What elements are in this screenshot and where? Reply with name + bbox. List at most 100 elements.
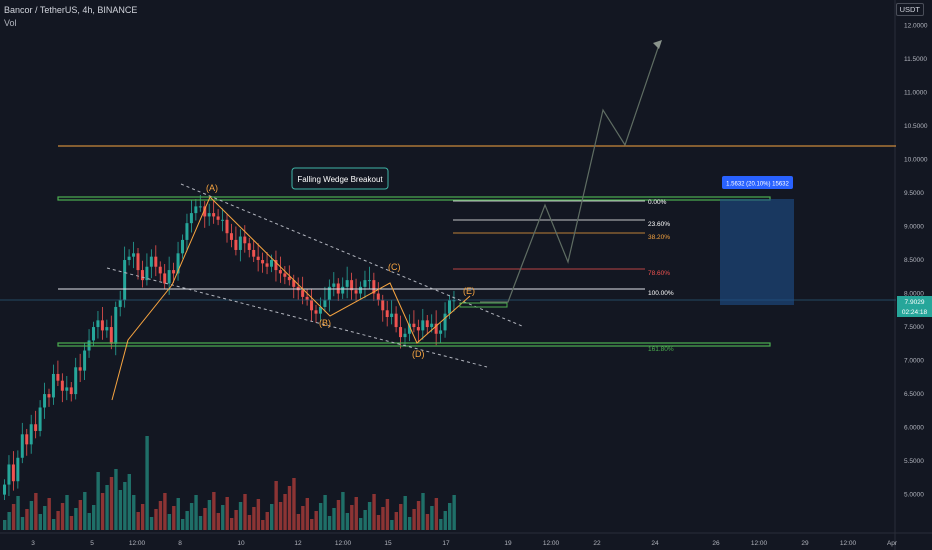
- candle-body: [416, 327, 420, 331]
- candle-body: [43, 394, 47, 408]
- volume-bar: [123, 482, 127, 530]
- time-tick-label: 19: [504, 540, 512, 547]
- candle-body: [221, 219, 225, 221]
- candle-body: [243, 236, 247, 244]
- candle-body: [163, 273, 167, 284]
- currency-badge[interactable]: USDT: [895, 3, 924, 16]
- candle-body: [310, 300, 314, 311]
- candle-body: [25, 434, 29, 445]
- volume-bar: [100, 493, 105, 530]
- candle-body: [425, 320, 429, 328]
- wave-path[interactable]: [111, 196, 471, 401]
- title-box[interactable]: [291, 167, 389, 190]
- time-tick-label: 5: [90, 540, 94, 547]
- volume-bar: [140, 504, 145, 530]
- candlesticks: [3, 195, 456, 500]
- time-tick-label: 12:00: [543, 540, 560, 547]
- price-tick-label: 7.5000: [904, 324, 924, 331]
- volume-bar: [416, 501, 421, 530]
- price-tick-label: 6.0000: [904, 425, 924, 432]
- price-axis[interactable]: 12.0000 11.5000 11.0000 10.5000 10.0000 9.500…: [904, 22, 928, 498]
- candle-body: [359, 286, 362, 294]
- time-tick-label: 12:00: [751, 540, 768, 547]
- price-range-box[interactable]: [720, 199, 794, 305]
- time-tick-label: Apr: [887, 540, 898, 547]
- support-zone[interactable]: [57, 342, 771, 347]
- candle-body: [229, 233, 233, 240]
- fib-label-786: 78.60%: [648, 270, 670, 277]
- wave-label-c: (C): [388, 262, 401, 272]
- volume-bar: [292, 478, 296, 530]
- volume-bar: [11, 504, 16, 530]
- resistance-zone[interactable]: [57, 196, 771, 201]
- volume-bar: [149, 517, 154, 530]
- volume-bar: [229, 518, 234, 530]
- volume-bar: [367, 502, 372, 530]
- volume-bar: [212, 492, 216, 530]
- volume-bar: [20, 517, 25, 530]
- time-tick-label: 15: [384, 540, 392, 547]
- candle-body: [318, 306, 322, 314]
- candle-body: [118, 300, 122, 307]
- candle-body: [327, 286, 331, 301]
- last-price-value: 7.9029: [905, 299, 925, 306]
- wedge-upper-trendline[interactable]: [180, 183, 523, 327]
- volume-bar: [296, 514, 301, 530]
- volume-bar: [83, 492, 87, 530]
- price-tick-label: 8.0000: [904, 291, 924, 298]
- time-tick-label: 12:00: [335, 540, 352, 547]
- volume-bar: [381, 507, 385, 530]
- time-tick-label: 10: [237, 540, 245, 547]
- breakout-box[interactable]: [459, 302, 508, 308]
- candle-body: [287, 276, 291, 281]
- candle-body: [189, 213, 193, 224]
- time-tick-label: 17: [442, 540, 450, 547]
- projection-path[interactable]: [480, 41, 661, 303]
- volume-bar: [74, 508, 78, 530]
- candle-body: [390, 313, 394, 317]
- candle-body: [51, 373, 55, 398]
- wave-label-d: (D): [412, 349, 425, 359]
- candle-body: [198, 206, 202, 208]
- candle-body: [92, 327, 95, 341]
- candle-body: [274, 260, 278, 271]
- volume-bar: [225, 497, 229, 530]
- measure-label-badge: [722, 176, 793, 189]
- volume-bar: [323, 495, 327, 530]
- candle-body: [34, 424, 38, 431]
- volume-bar: [207, 500, 212, 530]
- fib-label-0: 0.00%: [648, 199, 667, 206]
- chart-header: Bancor / TetherUS, 4h, BINANCE Vol: [4, 4, 137, 30]
- candle-body: [430, 323, 434, 328]
- volume-bar: [56, 511, 60, 530]
- candle-body: [11, 464, 15, 482]
- volume-bar: [270, 504, 274, 530]
- title-text: Falling Wedge Breakout: [297, 175, 383, 184]
- price-tick-label: 7.0000: [904, 358, 924, 365]
- symbol-title[interactable]: Bancor / TetherUS, 4h, BINANCE: [4, 5, 138, 15]
- candle-body: [172, 270, 176, 274]
- volume-bar: [278, 502, 283, 530]
- bar-countdown: 02:24:18: [902, 309, 928, 316]
- candle-body: [167, 270, 171, 284]
- candle-body: [203, 206, 207, 217]
- candle-body: [207, 213, 211, 217]
- time-tick-label: 12:00: [129, 540, 146, 547]
- time-axis[interactable]: 3 5 12:00 8 10 12 12:00 15 17 19 12:00 22 24 26 12:00 2…: [31, 540, 898, 547]
- volume-bar: [412, 509, 416, 530]
- volume-bar: [25, 509, 29, 530]
- volume-bar: [350, 505, 354, 530]
- candle-body: [3, 484, 6, 495]
- candle-body: [181, 239, 184, 254]
- volume-bar: [434, 498, 439, 530]
- volume-bar: [132, 495, 136, 530]
- volume-bar: [336, 500, 341, 530]
- volume-bar: [301, 506, 305, 530]
- candle-body: [140, 270, 144, 281]
- candle-body: [341, 286, 345, 294]
- candle-body: [176, 253, 180, 274]
- candle-body: [394, 313, 398, 328]
- volume-bar: [221, 505, 225, 530]
- measure-label-text: 1.5632 (20.10%) 15632: [726, 182, 789, 188]
